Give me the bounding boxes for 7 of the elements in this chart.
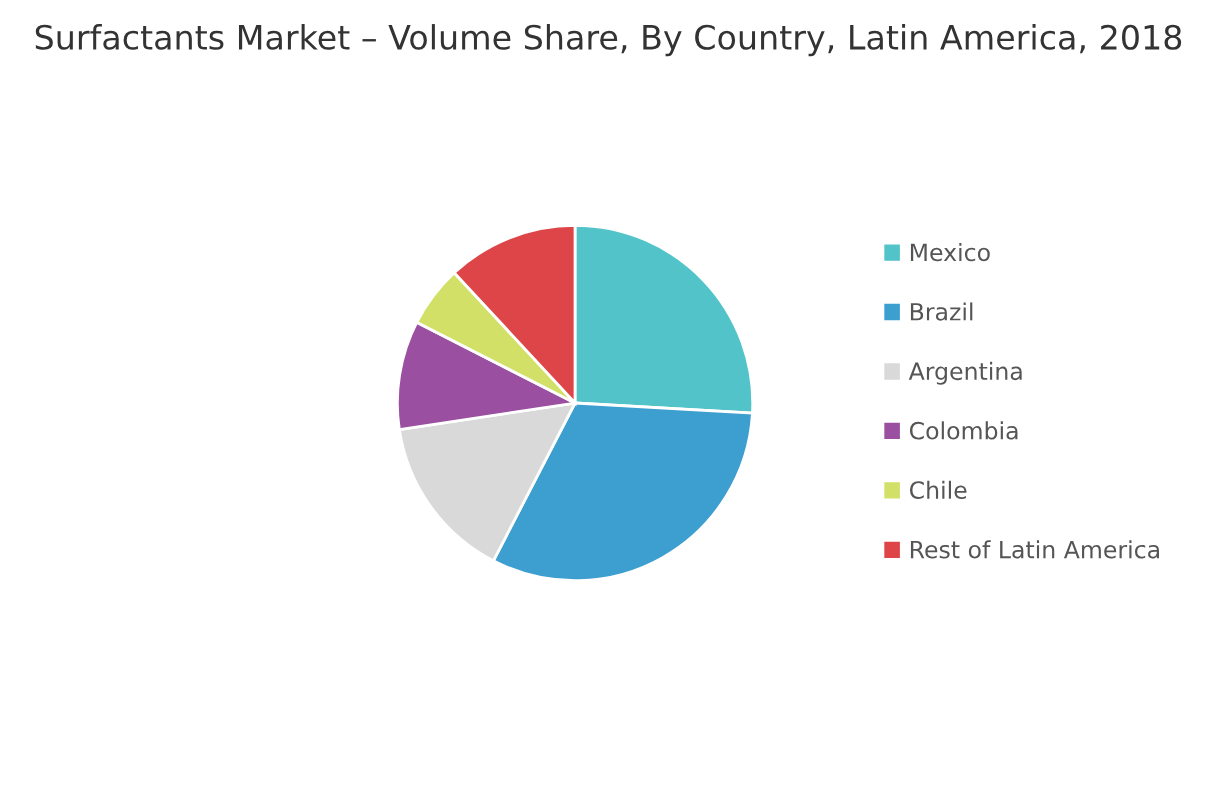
- legend-label: Colombia: [909, 421, 1018, 440]
- chart-title: Surfactants Market – Volume Share, By Country, Latin America, 2018: [35, 24, 1182, 57]
- legend-label: Mexico: [910, 242, 990, 262]
- legend-label: Brazil: [910, 302, 973, 321]
- legend-label: Rest of Latin America: [910, 540, 1159, 559]
- legend-label: Chile: [909, 480, 967, 500]
- legend-label: Argentina: [908, 361, 1022, 385]
